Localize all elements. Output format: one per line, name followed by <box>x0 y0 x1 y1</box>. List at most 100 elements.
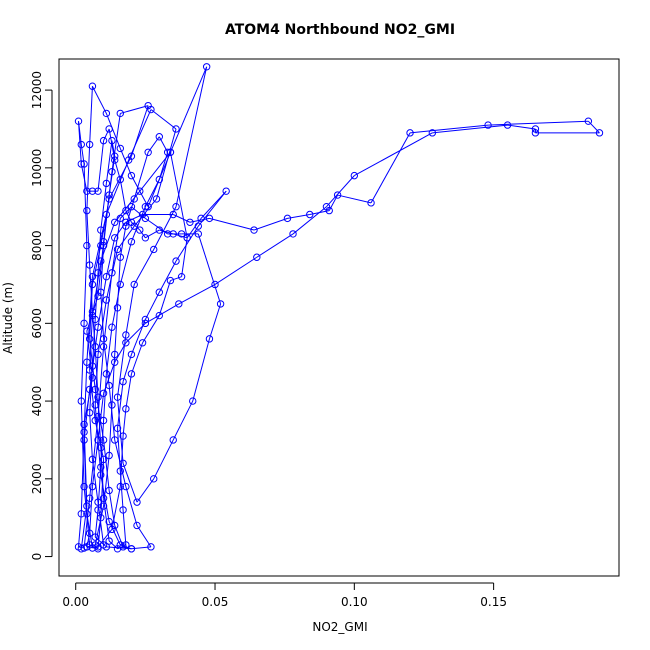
data-point <box>88 280 97 289</box>
data-point <box>122 218 130 226</box>
data-point <box>94 436 102 444</box>
data-point <box>94 187 102 195</box>
data-point <box>130 195 138 203</box>
data-point <box>91 385 99 394</box>
data-point <box>108 401 116 409</box>
data-point <box>189 397 197 405</box>
series-segment <box>91 85 107 114</box>
data-point <box>177 272 186 281</box>
series-segment <box>103 373 107 421</box>
series-segment <box>114 525 124 548</box>
series-segment <box>139 229 146 239</box>
series-segment <box>94 420 105 460</box>
series-segment <box>83 362 88 433</box>
data-point <box>94 350 102 359</box>
data-point <box>119 377 127 386</box>
series-segment <box>178 284 216 305</box>
series-segment <box>97 299 107 355</box>
series-segment <box>108 404 113 456</box>
y-tick-label: 4000 <box>30 386 44 417</box>
series-segment <box>144 179 160 207</box>
data-point <box>108 168 116 176</box>
data-point <box>97 257 105 265</box>
data-point <box>97 226 105 234</box>
data-point <box>116 109 124 118</box>
data-point <box>119 432 127 440</box>
series-segment <box>80 401 85 487</box>
series-segment <box>136 525 152 548</box>
data-point <box>74 543 83 551</box>
series-segment <box>108 385 116 440</box>
series-segment <box>97 502 105 545</box>
series-segment <box>105 237 116 277</box>
data-point <box>127 370 136 378</box>
series-segment <box>111 113 121 172</box>
data-point <box>136 226 144 234</box>
data-point <box>186 218 194 226</box>
data-point <box>141 319 150 328</box>
data-point <box>108 525 116 534</box>
series-segment <box>78 121 82 164</box>
series-segment <box>130 175 149 207</box>
series-segment <box>97 140 105 192</box>
series-segment <box>89 416 99 499</box>
data-point <box>113 245 122 254</box>
data-point <box>88 82 97 90</box>
data-point <box>83 358 91 366</box>
data-point <box>122 405 130 413</box>
series-segment <box>108 128 116 161</box>
data-point <box>177 230 186 238</box>
data-point <box>116 214 124 223</box>
data-point <box>205 335 214 343</box>
data-point <box>85 494 94 502</box>
series-segment <box>119 241 132 285</box>
data-point <box>163 148 172 156</box>
series-segment <box>89 86 93 145</box>
y-tick-label: 6000 <box>30 308 44 339</box>
data-point <box>99 541 108 549</box>
data-point <box>108 323 116 331</box>
series-segment <box>103 338 110 386</box>
data-point <box>124 156 133 164</box>
series-segment <box>105 113 121 149</box>
y-tick-label: 10000 <box>30 149 44 187</box>
series-segment <box>108 521 121 546</box>
series-segment <box>83 498 91 549</box>
y-axis-label: Altitude (m) <box>1 282 15 354</box>
data-point <box>113 424 122 432</box>
y-tick-label: 12000 <box>30 71 44 109</box>
series-segment <box>80 323 85 402</box>
series-segment <box>86 533 91 547</box>
series-segment <box>192 338 210 402</box>
series-segment <box>120 105 149 114</box>
series-segment <box>80 505 88 549</box>
data-point <box>85 385 94 394</box>
series-segment <box>173 233 188 239</box>
series-segment <box>128 109 152 161</box>
series-segment <box>208 303 222 340</box>
series-segment <box>292 206 327 235</box>
series-segment <box>80 163 88 192</box>
data-point <box>172 257 180 265</box>
series-segment <box>89 264 93 312</box>
data-point <box>105 195 113 203</box>
data-point <box>531 125 540 133</box>
y-tick-label: 8000 <box>30 230 44 261</box>
series-segment <box>214 256 258 285</box>
data-point <box>172 203 180 211</box>
data-point <box>122 339 130 347</box>
series-segment <box>142 315 160 344</box>
data-point <box>88 374 97 382</box>
data-point <box>97 471 105 479</box>
series-segment <box>89 366 93 413</box>
y-axis: 0 2000 4000 6000 8000 10000 12000 <box>30 71 53 560</box>
data-point <box>99 342 108 351</box>
series-segment <box>432 124 508 134</box>
data-point <box>85 409 94 417</box>
data-point <box>367 199 375 207</box>
data-point <box>111 218 119 226</box>
data-point <box>83 502 91 510</box>
series-segment <box>186 218 202 239</box>
series-segment <box>83 245 88 324</box>
data-point <box>74 117 83 125</box>
